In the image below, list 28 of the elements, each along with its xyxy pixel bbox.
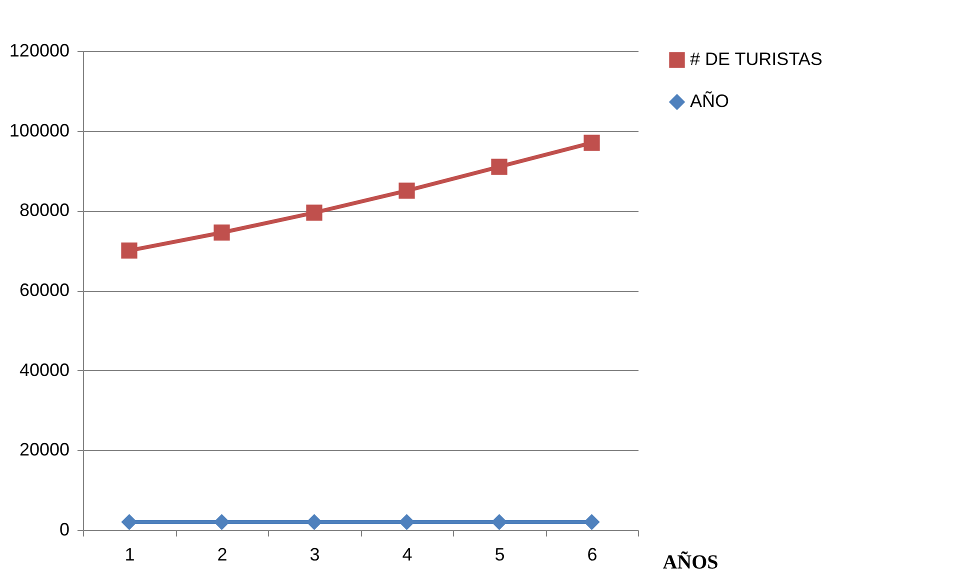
y-tick-label: 60000	[19, 280, 70, 300]
x-tick-label: 6	[587, 544, 598, 564]
x-tick-label: 1	[124, 544, 135, 564]
x-tick-label: 4	[402, 544, 412, 564]
point	[306, 204, 322, 221]
point	[306, 514, 322, 530]
point	[584, 514, 600, 530]
point	[491, 158, 508, 175]
point	[121, 514, 138, 530]
point	[121, 242, 138, 259]
point	[491, 514, 508, 530]
x-tick-label: 2	[217, 544, 228, 564]
point	[214, 514, 230, 530]
legend-label: # DE TURISTAS	[690, 49, 822, 69]
y-tick-label: 40000	[19, 360, 70, 380]
x-tick-label: 3	[310, 544, 320, 564]
y-tick-label: 80000	[19, 200, 70, 220]
point	[584, 134, 600, 151]
y-tick-label: 100000	[9, 120, 70, 140]
y-tick-label: 0	[59, 520, 70, 540]
x-tick-label: 5	[494, 544, 505, 564]
y-tick-label: 20000	[19, 440, 70, 460]
point	[214, 224, 230, 241]
legend-label: AÑO	[690, 91, 730, 111]
point	[398, 182, 415, 199]
x-axis-title: AÑOS	[662, 550, 718, 574]
y-tick-label: 120000	[9, 40, 70, 60]
point	[398, 514, 415, 530]
